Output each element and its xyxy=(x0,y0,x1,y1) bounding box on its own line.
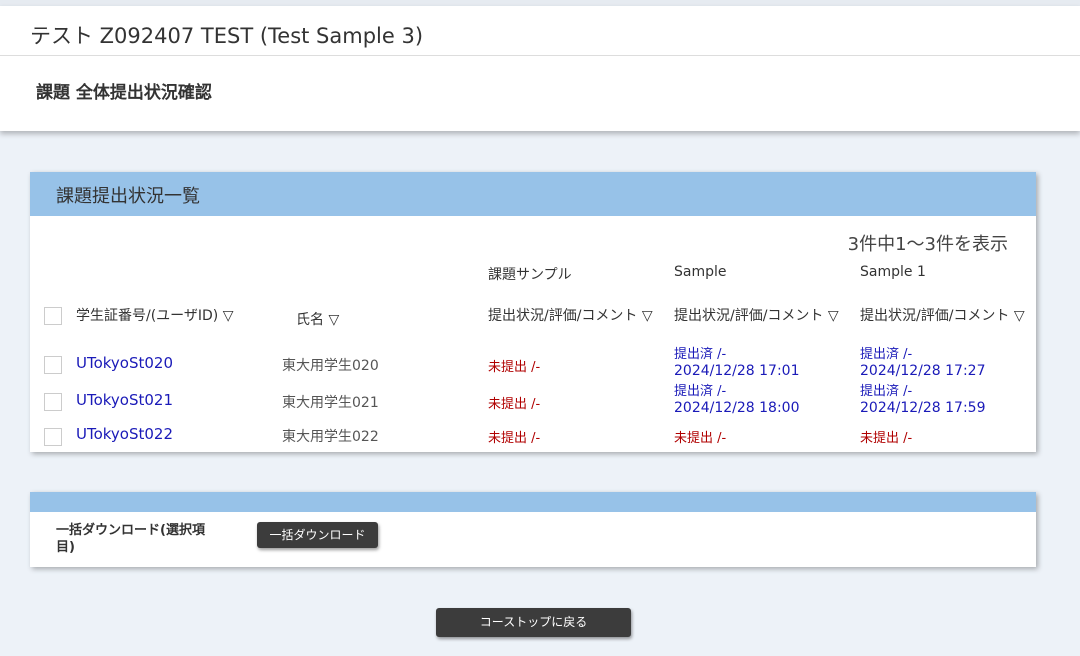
row-checkbox[interactable] xyxy=(44,428,62,446)
bulk-download-button[interactable]: 一括ダウンロード xyxy=(257,522,378,548)
result-count: 3件中1～3件を表示 xyxy=(847,234,1008,255)
sort-assignment-status[interactable]: 提出状況/評価/コメント ▽ xyxy=(860,308,1025,324)
divider xyxy=(0,55,1080,56)
submission-list-panel: 課題提出状況一覧 3件中1～3件を表示 学生証番号/(ユーザID) ▽ 氏名 ▽… xyxy=(30,172,1036,452)
panel-heading: 課題提出状況一覧 xyxy=(30,172,1036,216)
submission-status[interactable]: 提出済 /- 2024/12/28 18:00 xyxy=(674,384,800,416)
submission-status[interactable]: 提出済 /- 2024/12/28 17:27 xyxy=(860,347,986,379)
student-id-link[interactable]: UTokyoSt020 xyxy=(76,354,174,372)
student-name: 東大用学生021 xyxy=(282,395,379,411)
submission-status[interactable]: 未提出 /- xyxy=(860,431,913,446)
submitted-date: 2024/12/28 17:27 xyxy=(860,363,986,379)
assignment-title: Sample 1 xyxy=(860,264,926,280)
course-title: テスト Z092407 TEST (Test Sample 3) xyxy=(30,24,424,48)
download-label: 一括ダウンロード(選択項目) xyxy=(56,523,205,555)
select-all-checkbox[interactable] xyxy=(44,307,62,325)
submission-status[interactable]: 未提出 /- xyxy=(488,397,541,412)
submission-status[interactable]: 未提出 /- xyxy=(488,431,541,446)
student-name: 東大用学生020 xyxy=(282,358,379,374)
sort-assignment-status[interactable]: 提出状況/評価/コメント ▽ xyxy=(674,308,839,324)
sort-student-id[interactable]: 学生証番号/(ユーザID) ▽ xyxy=(76,308,234,324)
panel-heading-bar xyxy=(30,492,1036,512)
submission-status[interactable]: 未提出 /- xyxy=(488,360,541,375)
page-title: 課題 全体提出状況確認 xyxy=(36,83,212,103)
student-name: 東大用学生022 xyxy=(282,429,379,445)
student-id-link[interactable]: UTokyoSt022 xyxy=(76,425,174,443)
submission-status[interactable]: 提出済 /- 2024/12/28 17:59 xyxy=(860,384,986,416)
status-text: 提出済 /- xyxy=(674,347,727,362)
sort-name[interactable]: 氏名 ▽ xyxy=(296,312,340,328)
back-to-course-top-button[interactable]: コーストップに戻る xyxy=(436,608,631,637)
assignment-title: Sample xyxy=(674,264,727,280)
status-text: 提出済 /- xyxy=(860,384,913,399)
status-text: 提出済 /- xyxy=(860,347,913,362)
top-strip xyxy=(0,0,1080,6)
row-checkbox[interactable] xyxy=(44,393,62,411)
submitted-date: 2024/12/28 18:00 xyxy=(674,400,800,416)
assignment-title: 課題サンプル xyxy=(488,267,572,283)
submitted-date: 2024/12/28 17:01 xyxy=(674,363,800,379)
submitted-date: 2024/12/28 17:59 xyxy=(860,400,986,416)
submission-status[interactable]: 提出済 /- 2024/12/28 17:01 xyxy=(674,347,800,379)
download-panel: 一括ダウンロード(選択項目) 一括ダウンロード xyxy=(30,492,1036,567)
submission-status[interactable]: 未提出 /- xyxy=(674,431,727,446)
page-header: テスト Z092407 TEST (Test Sample 3) 課題 全体提出… xyxy=(0,6,1080,131)
sort-assignment-status[interactable]: 提出状況/評価/コメント ▽ xyxy=(488,308,653,324)
row-checkbox[interactable] xyxy=(44,356,62,374)
student-id-link[interactable]: UTokyoSt021 xyxy=(76,391,174,409)
status-text: 提出済 /- xyxy=(674,384,727,399)
